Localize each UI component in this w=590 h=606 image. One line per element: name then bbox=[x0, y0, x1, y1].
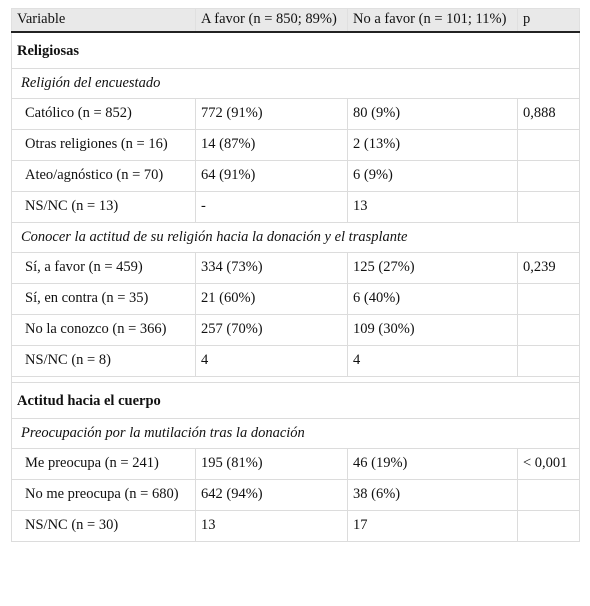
section-title: Actitud hacia el cuerpo bbox=[11, 382, 580, 419]
subsection-title: Religión del encuestado bbox=[11, 68, 580, 99]
cell-a-favor: 772 (91%) bbox=[195, 98, 348, 130]
header-no-a-favor: No a favor (n = 101; 11%) bbox=[347, 8, 518, 33]
row-label: No la conozco (n = 366) bbox=[11, 314, 196, 346]
table-row: NS/NC (n = 8) 4 4 bbox=[11, 345, 580, 377]
subsection-row: Preocupación por la mutilación tras la d… bbox=[11, 418, 580, 449]
cell-p bbox=[517, 129, 580, 161]
cell-a-favor: 13 bbox=[195, 510, 348, 542]
row-label: NS/NC (n = 8) bbox=[11, 345, 196, 377]
results-table: Variable A favor (n = 850; 89%) No a fav… bbox=[11, 8, 580, 542]
header-a-favor: A favor (n = 850; 89%) bbox=[195, 8, 348, 33]
cell-no-a-favor: 125 (27%) bbox=[347, 252, 518, 284]
row-label: Me preocupa (n = 241) bbox=[11, 448, 196, 480]
cell-p bbox=[517, 160, 580, 192]
table-row: NS/NC (n = 30) 13 17 bbox=[11, 510, 580, 542]
cell-p bbox=[517, 191, 580, 223]
cell-no-a-favor: 17 bbox=[347, 510, 518, 542]
subsection-title: Preocupación por la mutilación tras la d… bbox=[11, 418, 580, 449]
cell-a-favor: 334 (73%) bbox=[195, 252, 348, 284]
cell-no-a-favor: 6 (9%) bbox=[347, 160, 518, 192]
subsection-row: Religión del encuestado bbox=[11, 68, 580, 99]
header-row: Variable A favor (n = 850; 89%) No a fav… bbox=[11, 8, 580, 33]
table-row: Sí, en contra (n = 35) 21 (60%) 6 (40%) bbox=[11, 283, 580, 315]
header-p: p bbox=[517, 8, 580, 33]
cell-a-favor: - bbox=[195, 191, 348, 223]
section-title: Religiosas bbox=[11, 31, 580, 69]
cell-a-favor: 195 (81%) bbox=[195, 448, 348, 480]
cell-a-favor: 642 (94%) bbox=[195, 479, 348, 511]
row-label: Ateo/agnóstico (n = 70) bbox=[11, 160, 196, 192]
subsection-title: Conocer la actitud de su religión hacia … bbox=[11, 222, 580, 253]
cell-a-favor: 21 (60%) bbox=[195, 283, 348, 315]
table-row: No la conozco (n = 366) 257 (70%) 109 (3… bbox=[11, 314, 580, 346]
cell-no-a-favor: 38 (6%) bbox=[347, 479, 518, 511]
table-row: Católico (n = 852) 772 (91%) 80 (9%) 0,8… bbox=[11, 98, 580, 130]
cell-no-a-favor: 46 (19%) bbox=[347, 448, 518, 480]
row-label: Católico (n = 852) bbox=[11, 98, 196, 130]
cell-no-a-favor: 6 (40%) bbox=[347, 283, 518, 315]
cell-p: < 0,001 bbox=[517, 448, 580, 480]
table-row: Me preocupa (n = 241) 195 (81%) 46 (19%)… bbox=[11, 448, 580, 480]
cell-no-a-favor: 2 (13%) bbox=[347, 129, 518, 161]
table-row: No me preocupa (n = 680) 642 (94%) 38 (6… bbox=[11, 479, 580, 511]
cell-p bbox=[517, 510, 580, 542]
table-row: NS/NC (n = 13) - 13 bbox=[11, 191, 580, 223]
cell-a-favor: 4 bbox=[195, 345, 348, 377]
cell-p bbox=[517, 345, 580, 377]
row-label: Otras religiones (n = 16) bbox=[11, 129, 196, 161]
cell-p: 0,239 bbox=[517, 252, 580, 284]
header-variable: Variable bbox=[11, 8, 196, 33]
table-row: Otras religiones (n = 16) 14 (87%) 2 (13… bbox=[11, 129, 580, 161]
cell-p bbox=[517, 479, 580, 511]
row-label: Sí, a favor (n = 459) bbox=[11, 252, 196, 284]
cell-no-a-favor: 13 bbox=[347, 191, 518, 223]
table-row: Ateo/agnóstico (n = 70) 64 (91%) 6 (9%) bbox=[11, 160, 580, 192]
row-label: NS/NC (n = 30) bbox=[11, 510, 196, 542]
section-row-actitud: Actitud hacia el cuerpo bbox=[11, 382, 580, 419]
cell-no-a-favor: 4 bbox=[347, 345, 518, 377]
row-label: NS/NC (n = 13) bbox=[11, 191, 196, 223]
cell-a-favor: 64 (91%) bbox=[195, 160, 348, 192]
cell-no-a-favor: 80 (9%) bbox=[347, 98, 518, 130]
cell-p bbox=[517, 314, 580, 346]
row-label: Sí, en contra (n = 35) bbox=[11, 283, 196, 315]
cell-a-favor: 14 (87%) bbox=[195, 129, 348, 161]
section-row-religiosas: Religiosas bbox=[11, 31, 580, 69]
cell-no-a-favor: 109 (30%) bbox=[347, 314, 518, 346]
table-row: Sí, a favor (n = 459) 334 (73%) 125 (27%… bbox=[11, 252, 580, 284]
subsection-row: Conocer la actitud de su religión hacia … bbox=[11, 222, 580, 253]
cell-a-favor: 257 (70%) bbox=[195, 314, 348, 346]
cell-p: 0,888 bbox=[517, 98, 580, 130]
cell-p bbox=[517, 283, 580, 315]
row-label: No me preocupa (n = 680) bbox=[11, 479, 196, 511]
